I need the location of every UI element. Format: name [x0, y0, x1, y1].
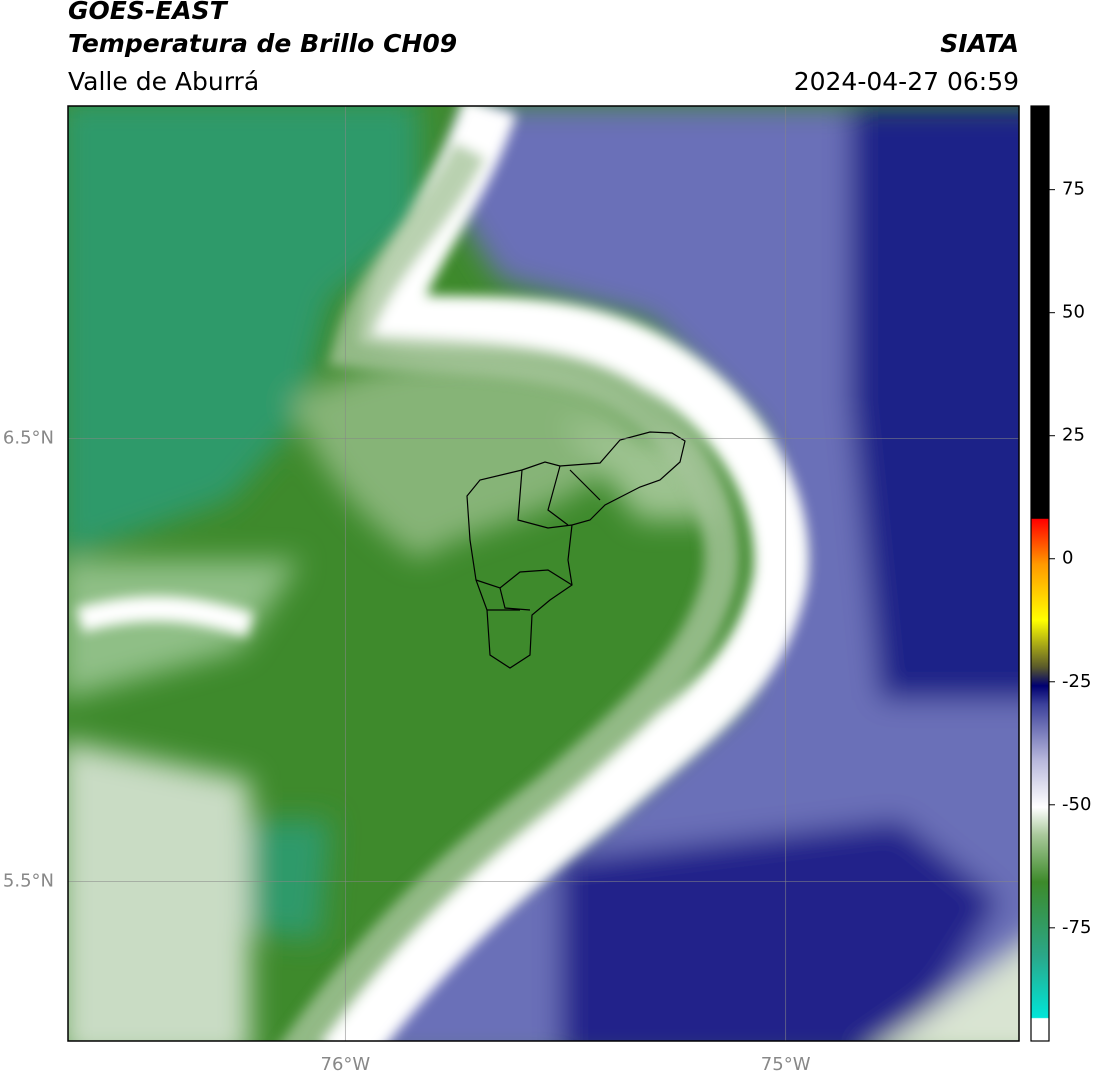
source: SIATA: [940, 29, 1019, 58]
municipal-boundaries: [466, 431, 686, 669]
y-tick-label: 6.5°N: [3, 427, 54, 448]
colorbar-tick-label: 50: [1062, 302, 1085, 323]
colorbar: [1030, 105, 1050, 1042]
colorbar-tick-label: -75: [1062, 917, 1091, 938]
y-tick-label: 5.5°N: [3, 870, 54, 891]
x-tick-label: 75°W: [761, 1054, 811, 1075]
colorbar-tick-label: -50: [1062, 794, 1091, 815]
datetime: 2024-04-27 06:59: [794, 67, 1019, 96]
map-frame: [67, 105, 1020, 1042]
colorbar-tick-label: 25: [1062, 425, 1085, 446]
title: GOES-EAST: [68, 0, 229, 25]
colorbar-tick-label: 0: [1062, 548, 1073, 569]
x-tick-label: 76°W: [321, 1054, 371, 1075]
colorbar-tick-label: 75: [1062, 179, 1085, 200]
subtitle: Temperatura de Brillo CH09: [68, 29, 457, 58]
map-image: [68, 106, 1019, 1041]
colorbar-tick-label: -25: [1062, 671, 1091, 692]
region: Valle de Aburrá: [68, 67, 259, 96]
